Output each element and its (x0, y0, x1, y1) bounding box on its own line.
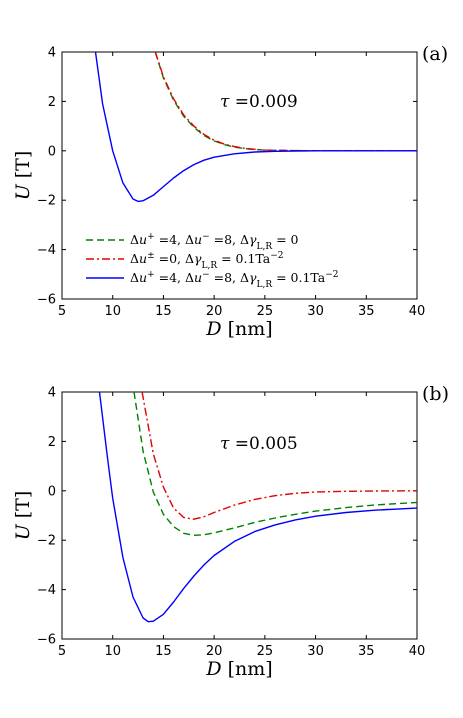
x-tick-label: 25 (257, 644, 274, 659)
series-line-dashdot (141, 392, 417, 520)
legend-entry-label: Δu+ =4, Δu− =8, ΔγL,R = 0.1Ta−2 (130, 270, 339, 290)
legend: Δu+ =4, Δu− =8, ΔγL,R = 0Δu± =0, ΔγL,R =… (86, 232, 339, 290)
x-tick-label: 30 (307, 304, 324, 319)
x-tick-label: 35 (358, 304, 375, 319)
series-line-dashed (133, 392, 417, 536)
x-tick-label: 30 (307, 644, 324, 659)
x-axis-label: D [nm] (205, 658, 272, 680)
tau-annotation: τ =0.009 (220, 92, 298, 112)
y-tick-label: −4 (37, 243, 56, 258)
y-tick-label: 2 (48, 435, 56, 450)
y-tick-label: −6 (37, 633, 56, 648)
series-group (98, 392, 417, 623)
x-tick-label: 15 (155, 644, 172, 659)
legend-entry-label: Δu+ =4, Δu− =8, ΔγL,R = 0 (130, 232, 299, 252)
y-tick-label: 4 (48, 46, 56, 61)
y-tick-label: 0 (48, 144, 56, 159)
tau-annotation: τ =0.005 (220, 434, 298, 454)
y-axis-label: U [T] (12, 491, 34, 541)
chart-panel-a: 5 10 15 20 25 30 35 40 −6 −4 −2 0 2 4 (a) τ =0.009 D [nm… (12, 43, 448, 340)
x-tick-label: 25 (257, 304, 274, 319)
x-axis-label: D [nm] (205, 318, 272, 340)
y-axis-label: U [T] (12, 151, 34, 201)
series-group (94, 52, 417, 203)
x-tick-label: 5 (58, 304, 66, 319)
x-tick-label: 20 (206, 644, 223, 659)
x-tick-label: 5 (58, 644, 66, 659)
y-tick-label: −2 (37, 194, 56, 209)
panel-label: (a) (422, 43, 448, 65)
x-tick-label: 10 (104, 644, 121, 659)
series-line-dashdot (154, 52, 417, 152)
series-line-solid (94, 52, 417, 203)
plot-frame (61, 51, 418, 300)
y-tick-label: −2 (37, 534, 56, 549)
x-tick-label: 40 (409, 644, 426, 659)
plot-frame (61, 391, 418, 640)
x-tick-label: 40 (409, 304, 426, 319)
x-tick-label: 15 (155, 304, 172, 319)
legend-entry-label: Δu± =0, ΔγL,R = 0.1Ta−2 (130, 251, 284, 271)
series-line-solid (98, 392, 417, 623)
chart-panel-b: 5 10 15 20 25 30 35 40 −6 −4 −2 0 2 4 (b) τ =0.005 D [nm… (12, 383, 449, 680)
panel-label: (b) (422, 383, 449, 405)
x-tick-label: 20 (206, 304, 223, 319)
y-tick-label: −4 (37, 583, 56, 598)
y-tick-label: −6 (37, 293, 56, 308)
y-tick-label: 4 (48, 386, 56, 401)
y-tick-label: 2 (48, 95, 56, 110)
x-tick-label: 10 (104, 304, 121, 319)
x-tick-label: 35 (358, 644, 375, 659)
y-tick-label: 0 (48, 484, 56, 499)
